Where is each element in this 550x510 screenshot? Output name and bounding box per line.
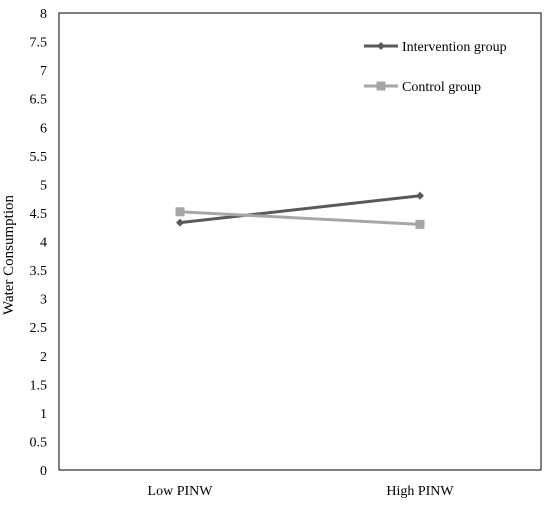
plot-area-border <box>58 12 542 471</box>
y-tick-label: 3 <box>40 293 47 308</box>
series-line <box>179 194 421 225</box>
axes <box>58 12 542 471</box>
y-tick-label: 1.5 <box>30 378 48 393</box>
y-tick-label: 4.5 <box>30 207 48 222</box>
y-tick-label: 0.5 <box>30 435 48 450</box>
y-tick-label: 3.5 <box>30 264 48 279</box>
y-tick-label: 5 <box>40 178 47 193</box>
y-tick-label: 6 <box>40 121 47 136</box>
data-point-square <box>376 81 386 91</box>
series-lines <box>175 191 425 229</box>
data-point-square <box>175 207 185 217</box>
y-tick-label: 7 <box>40 64 47 79</box>
x-tick-label: Low PINW <box>148 484 214 499</box>
x-tick-label: High PINW <box>386 484 454 499</box>
data-point-diamond <box>416 191 424 200</box>
legend: Intervention group Control group <box>364 40 507 95</box>
data-point-diamond <box>176 218 184 227</box>
legend-label: Intervention group <box>402 40 507 55</box>
legend-label: Control group <box>402 80 481 95</box>
y-tick-label: 7.5 <box>30 36 48 51</box>
x-axis-ticks: Low PINW High PINW <box>148 484 455 499</box>
y-tick-label: 0 <box>40 464 47 479</box>
data-point-square <box>415 219 425 229</box>
y-axis-label: Water Consumption <box>1 194 17 315</box>
y-tick-label: 6.5 <box>30 93 48 108</box>
y-tick-label: 2.5 <box>30 321 48 336</box>
y-tick-label: 5.5 <box>30 150 48 165</box>
y-tick-label: 1 <box>40 407 47 422</box>
y-axis-ticks: 0 0.5 1 1.5 2 2.5 3 3.5 4 4.5 5 5.5 6 6.5 7 7.5 8 <box>30 7 48 479</box>
data-point-diamond <box>377 42 385 50</box>
y-tick-label: 4 <box>40 236 47 251</box>
series-line <box>179 210 421 226</box>
y-tick-label: 8 <box>40 7 47 22</box>
y-tick-label: 2 <box>40 350 47 365</box>
